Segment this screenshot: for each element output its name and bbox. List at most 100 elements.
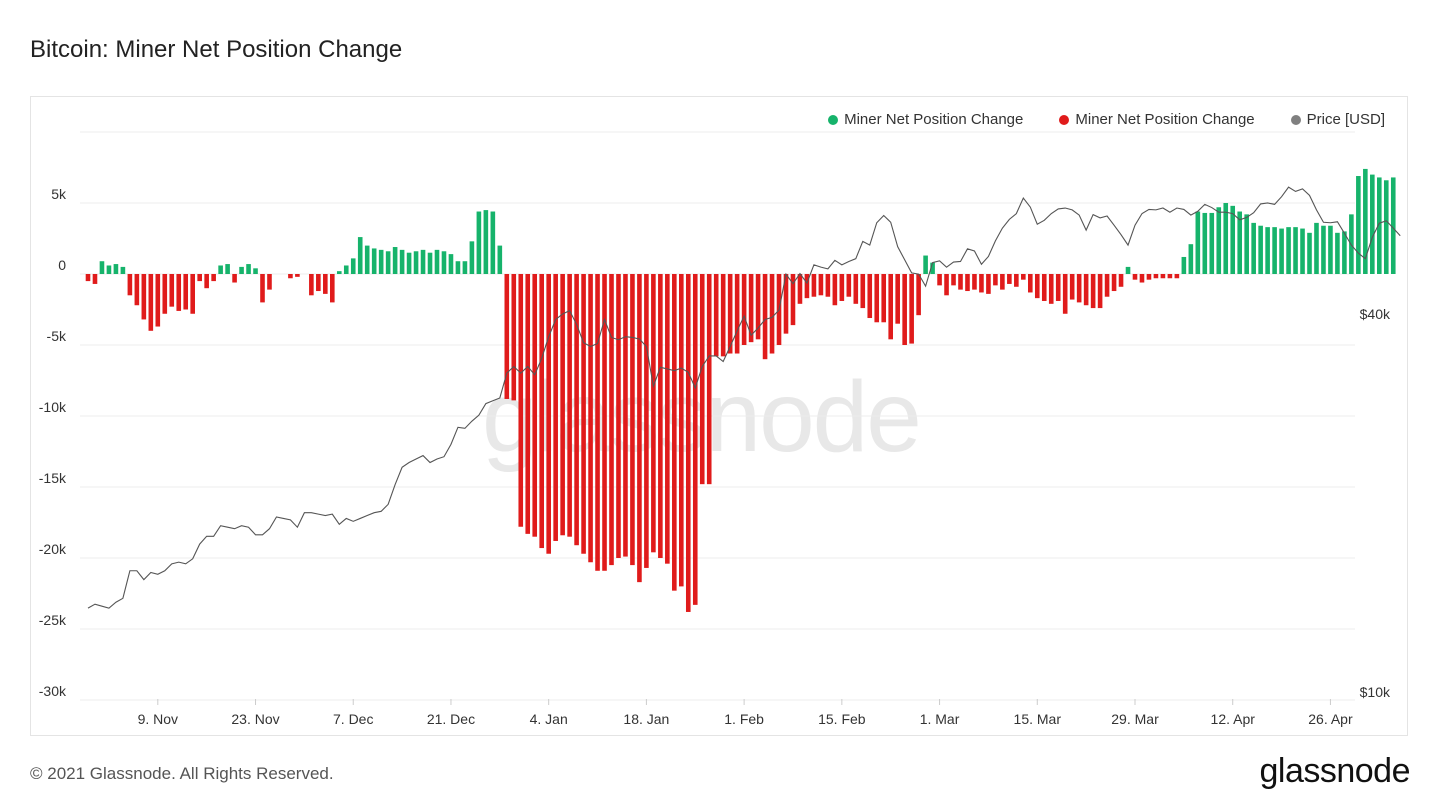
price-tick-label: $40k bbox=[1360, 306, 1391, 322]
bar-positive bbox=[1258, 225, 1263, 274]
bar-positive bbox=[1328, 225, 1333, 274]
y-tick-label: 5k bbox=[51, 186, 67, 202]
bar-negative bbox=[588, 274, 593, 563]
x-tick-label: 9. Nov bbox=[138, 711, 178, 727]
bar-negative bbox=[1083, 274, 1089, 306]
bar-positive bbox=[1321, 225, 1326, 274]
legend-item-positive[interactable]: Miner Net Position Change bbox=[828, 111, 1023, 128]
bar-positive bbox=[1356, 176, 1361, 274]
bar-positive bbox=[1216, 207, 1222, 274]
bar-positive bbox=[1342, 231, 1347, 274]
y-tick-label: 0 bbox=[58, 257, 66, 273]
bar-negative bbox=[183, 274, 189, 310]
chart-legend: Miner Net Position Change Miner Net Posi… bbox=[828, 111, 1385, 128]
bar-negative bbox=[197, 274, 202, 282]
bar-negative bbox=[1160, 274, 1166, 279]
bar-positive bbox=[427, 252, 433, 274]
bar-negative bbox=[937, 274, 942, 286]
bar-positive bbox=[1335, 232, 1340, 274]
bar-positive bbox=[1244, 214, 1249, 274]
bar-positive bbox=[420, 249, 426, 274]
bar-negative bbox=[909, 274, 914, 344]
legend-item-negative[interactable]: Miner Net Position Change bbox=[1059, 111, 1255, 128]
bar-negative bbox=[972, 274, 977, 290]
bar-positive bbox=[343, 265, 349, 274]
bar-negative bbox=[1062, 274, 1068, 314]
bar-positive bbox=[1209, 212, 1215, 274]
bar-negative bbox=[1090, 274, 1096, 309]
bar-negative bbox=[867, 274, 873, 319]
bar-negative bbox=[609, 274, 614, 566]
bar-positive bbox=[406, 252, 412, 274]
price-tick-label: $10k bbox=[1360, 684, 1391, 700]
bar-positive bbox=[225, 264, 230, 274]
x-tick-label: 26. Apr bbox=[1308, 711, 1353, 727]
bar-negative bbox=[979, 274, 984, 293]
bar-negative bbox=[748, 274, 754, 343]
bar-negative bbox=[260, 274, 265, 303]
bar-negative bbox=[190, 274, 195, 314]
bar-positive bbox=[113, 264, 119, 274]
bar-negative bbox=[1097, 274, 1103, 309]
bar-negative bbox=[685, 274, 691, 612]
bar-negative bbox=[176, 274, 182, 311]
copyright-footer: © 2021 Glassnode. All Rights Reserved. bbox=[30, 764, 334, 783]
bar-negative bbox=[888, 274, 893, 340]
bar-negative bbox=[581, 274, 586, 554]
bar-negative bbox=[169, 274, 175, 307]
bar-negative bbox=[679, 274, 684, 587]
chart-panel: Miner Net Position Change Miner Net Posi… bbox=[30, 96, 1408, 736]
bar-positive bbox=[1279, 228, 1284, 274]
bar-negative bbox=[1139, 274, 1145, 283]
bar-negative bbox=[944, 274, 949, 296]
bar-negative bbox=[846, 274, 852, 297]
bar-positive bbox=[1195, 211, 1201, 274]
bar-negative bbox=[560, 274, 565, 536]
legend-dot-negative bbox=[1059, 114, 1070, 125]
bar-negative bbox=[993, 274, 998, 286]
bar-negative bbox=[951, 274, 956, 286]
bar-negative bbox=[651, 274, 656, 553]
bar-negative bbox=[309, 274, 314, 296]
bar-positive bbox=[923, 255, 928, 274]
bar-positive bbox=[462, 261, 468, 274]
bar-negative bbox=[539, 274, 544, 549]
bar-negative bbox=[623, 274, 628, 557]
bar-positive bbox=[1188, 244, 1194, 274]
bar-negative bbox=[1146, 274, 1152, 280]
bar-negative bbox=[783, 274, 789, 334]
bar-negative bbox=[616, 274, 621, 558]
bar-negative bbox=[141, 274, 147, 320]
bar-positive bbox=[99, 261, 105, 274]
bar-positive bbox=[1272, 227, 1277, 274]
bar-positive bbox=[1293, 227, 1298, 274]
bar-negative bbox=[511, 274, 517, 401]
bar-negative bbox=[986, 274, 991, 294]
bar-negative bbox=[1000, 274, 1005, 290]
bar-negative bbox=[958, 274, 963, 290]
y-tick-label: -25k bbox=[39, 612, 67, 628]
bar-negative bbox=[692, 274, 698, 605]
bar-positive bbox=[246, 264, 251, 274]
legend-item-price[interactable]: Price [USD] bbox=[1290, 111, 1385, 128]
bar-positive bbox=[385, 251, 391, 274]
bar-negative bbox=[204, 274, 209, 289]
bar-positive bbox=[371, 248, 377, 274]
bar-negative bbox=[1174, 274, 1180, 279]
bar-positive bbox=[469, 241, 475, 274]
bar-positive bbox=[1363, 168, 1368, 274]
bar-negative bbox=[741, 274, 747, 345]
bar-positive bbox=[350, 258, 356, 274]
bar-negative bbox=[790, 274, 796, 326]
bar-negative bbox=[769, 274, 775, 354]
bar-positive bbox=[253, 268, 258, 274]
bar-negative bbox=[672, 274, 677, 591]
x-tick-label: 1. Mar bbox=[920, 711, 960, 727]
bar-positive bbox=[483, 210, 489, 274]
bar-negative bbox=[532, 274, 538, 537]
bar-negative bbox=[567, 274, 572, 537]
chart-title: Bitcoin: Miner Net Position Change bbox=[30, 36, 403, 63]
bar-negative bbox=[1055, 274, 1061, 301]
bar-positive bbox=[1307, 232, 1312, 274]
bar-negative bbox=[92, 274, 98, 284]
